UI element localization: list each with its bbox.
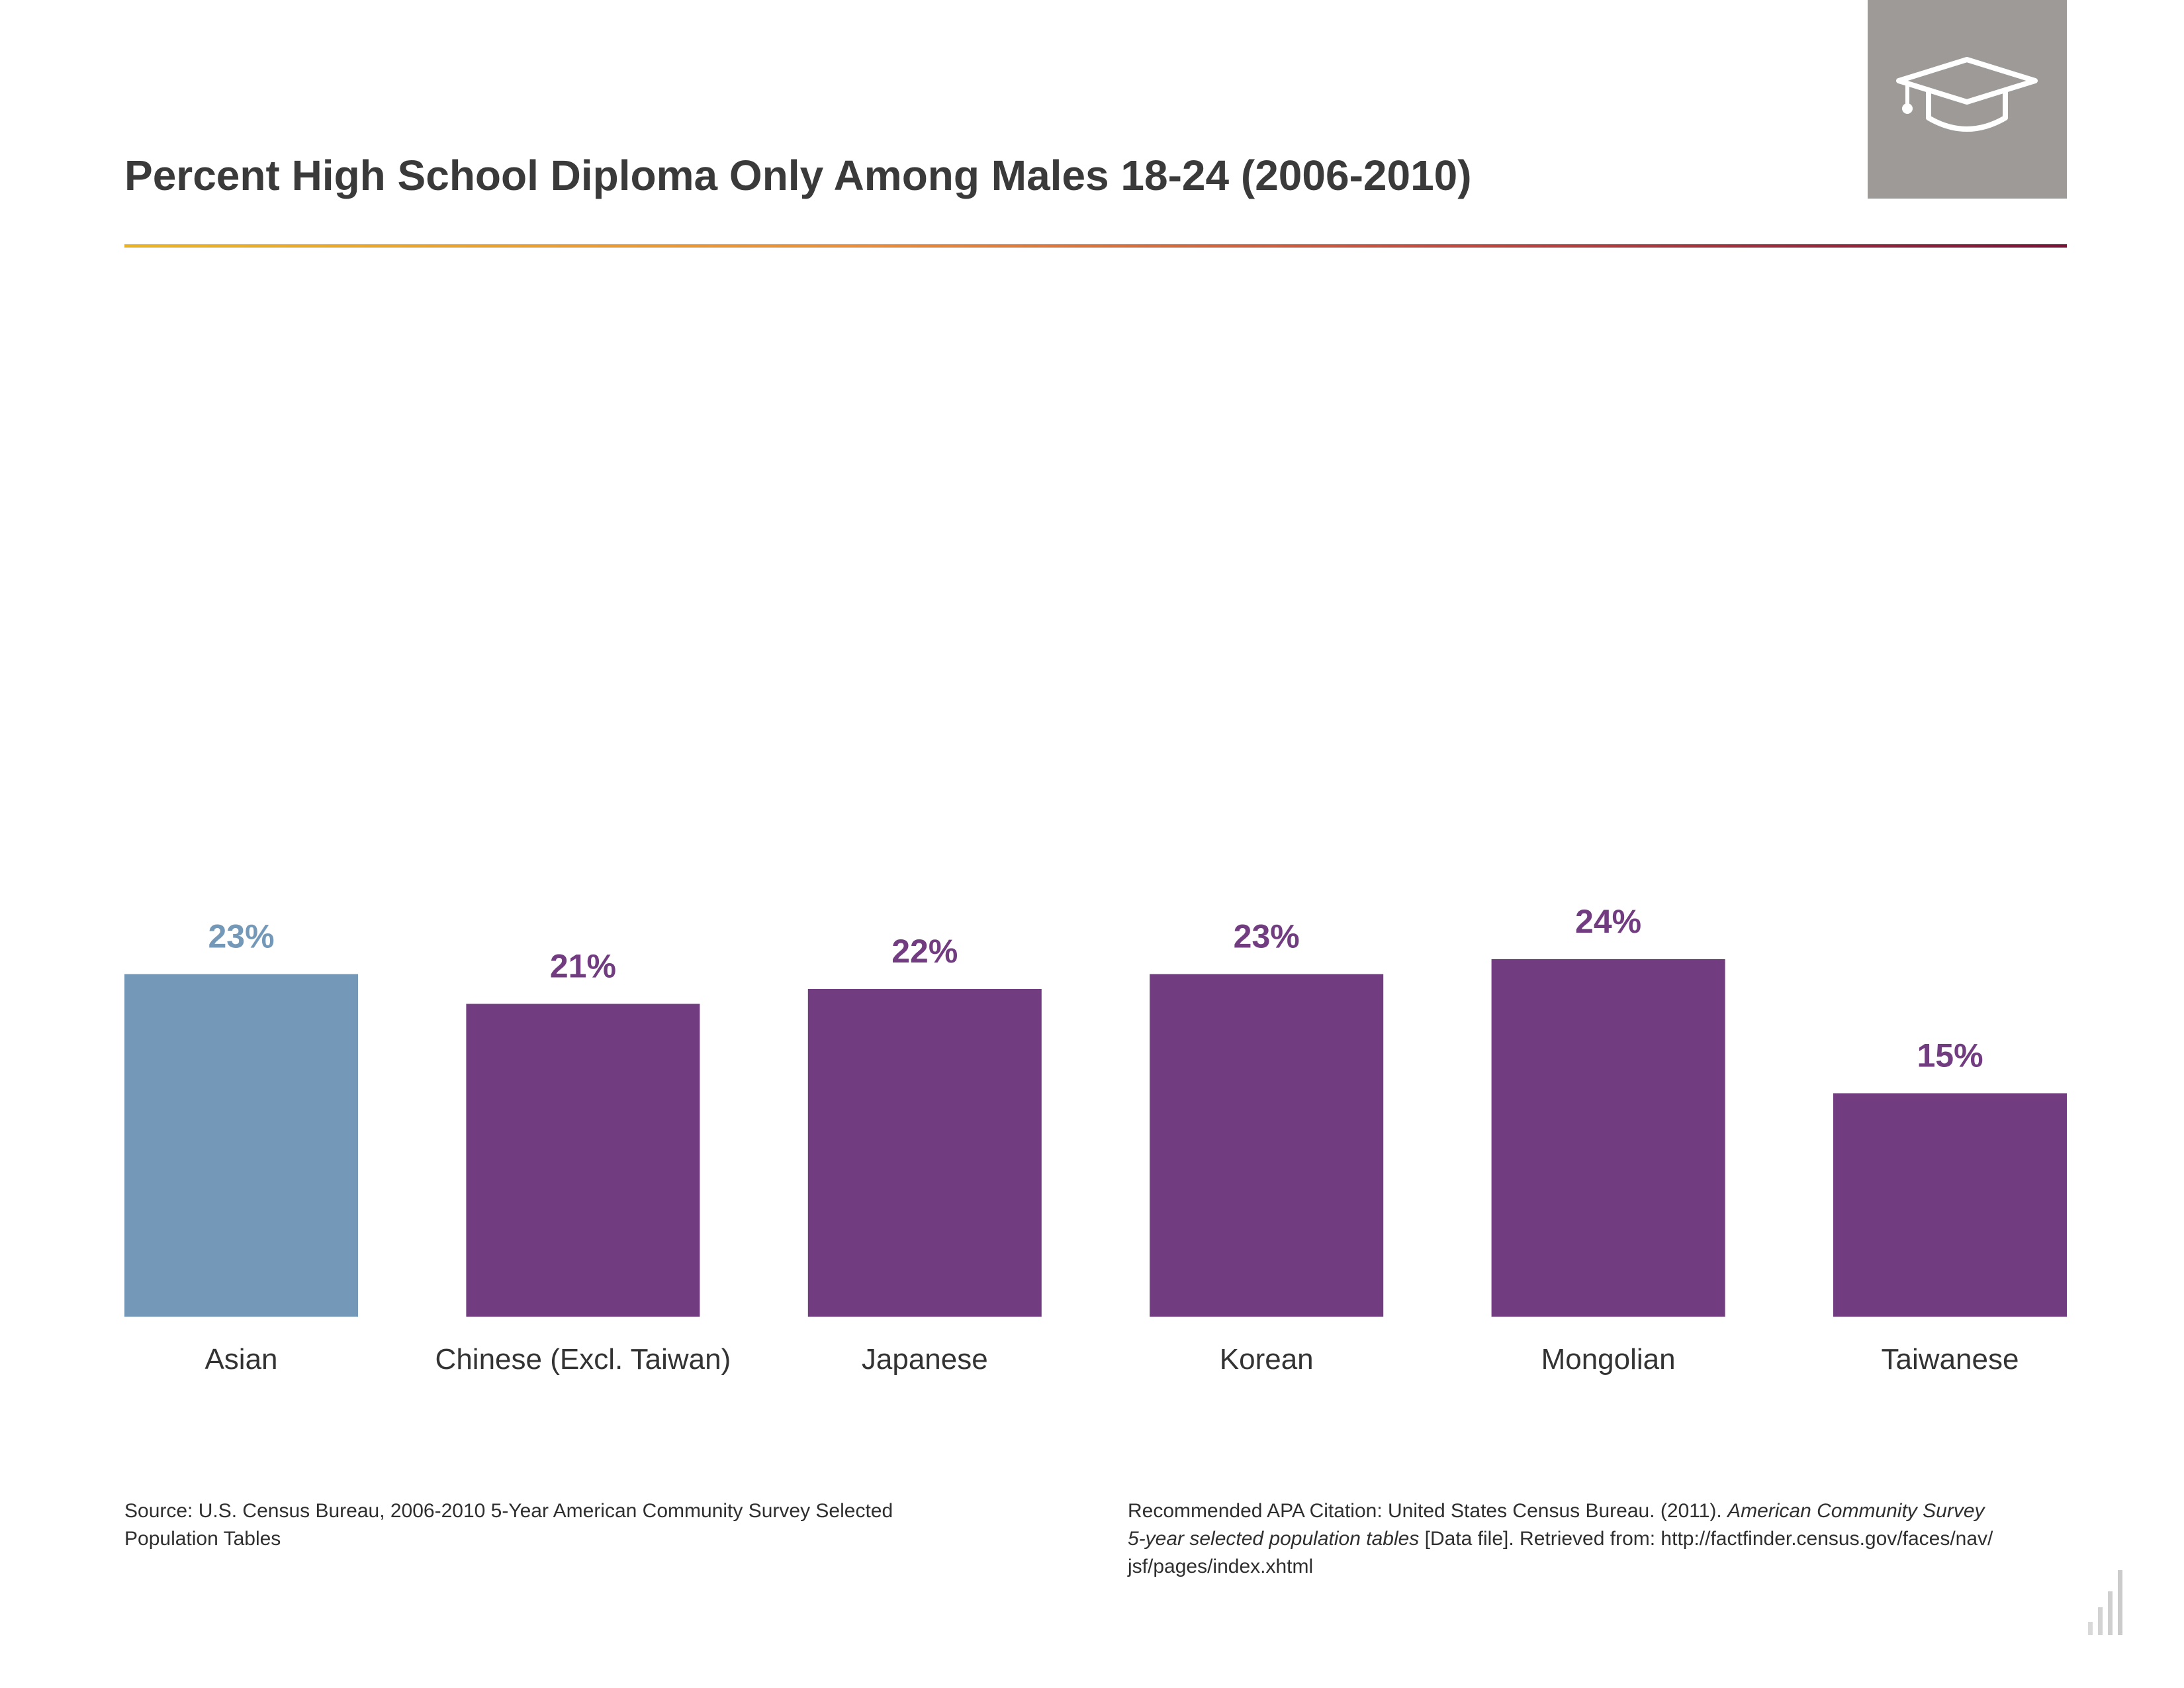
- bar-value-label: 15%: [1917, 1037, 1983, 1074]
- bar-mongolian: [1491, 959, 1725, 1317]
- graduation-cap-icon-box: [1868, 0, 2067, 199]
- graduation-cap-icon: [1896, 57, 2038, 132]
- bar-taiwanese: [1833, 1093, 2067, 1317]
- citation-survey-name: American Community Survey: [1727, 1500, 1985, 1522]
- bar-value-label: 23%: [208, 918, 274, 955]
- category-label: Japanese: [862, 1343, 988, 1376]
- category-label: Mongolian: [1541, 1343, 1676, 1376]
- source-line-1: Source: U.S. Census Bureau, 2006-2010 5-…: [124, 1500, 893, 1522]
- category-label: Asian: [205, 1343, 277, 1376]
- category-label: Chinese (Excl. Taiwan): [435, 1343, 731, 1376]
- bar-chart: 23% Asian 21% Chinese (Excl. Taiwan) 22% Japa…: [124, 903, 2067, 1376]
- category-label: Taiwanese: [1882, 1343, 2019, 1376]
- source-line-2: Population Tables: [124, 1528, 281, 1550]
- bar-chinese-excl-taiwan: [466, 1004, 700, 1317]
- bar-value-label: 24%: [1575, 903, 1641, 940]
- category-label: Korean: [1220, 1343, 1314, 1376]
- bar-japanese: [807, 989, 1042, 1317]
- bar-logo-icon: [2088, 1570, 2122, 1635]
- bar-korean: [1150, 974, 1384, 1317]
- bar-asian: [124, 974, 358, 1317]
- citation-note: Recommended APA Citation: United States …: [1128, 1497, 2081, 1581]
- bar-value-label: 21%: [550, 948, 616, 985]
- bar-value-label: 22%: [891, 933, 958, 970]
- citation-url-end: jsf/pages/index.xhtml: [1128, 1556, 1314, 1577]
- title-divider: [124, 244, 2067, 248]
- bar-value-label: 23%: [1234, 918, 1300, 955]
- citation-retrieved: [Data file]. Retrieved from: http://fact…: [1419, 1528, 1993, 1550]
- citation-table-name: 5-year selected population tables: [1128, 1528, 1420, 1550]
- citation-prefix: Recommended APA Citation: United States …: [1128, 1500, 1728, 1522]
- page-title: Percent High School Diploma Only Among M…: [124, 152, 1472, 199]
- source-note: Source: U.S. Census Bureau, 2006-2010 5-…: [124, 1497, 972, 1553]
